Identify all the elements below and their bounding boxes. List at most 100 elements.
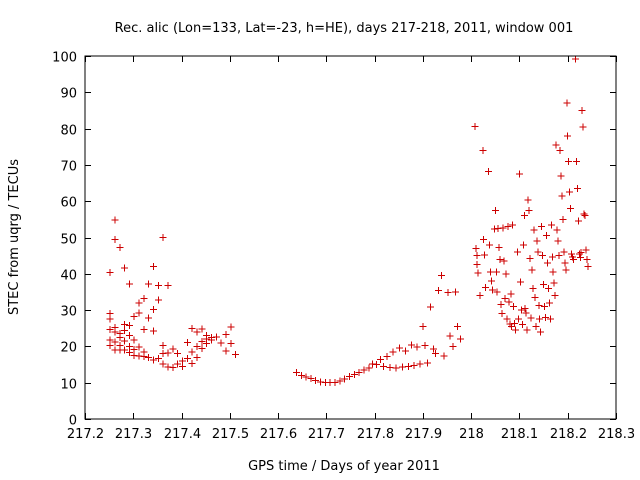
x-tick-label: 217.3 — [115, 427, 152, 442]
data-point — [545, 299, 553, 307]
data-point — [499, 224, 507, 232]
data-point — [480, 235, 488, 243]
data-point — [212, 333, 220, 341]
data-point — [542, 313, 550, 321]
data-point — [553, 226, 561, 234]
data-point — [125, 349, 133, 357]
data-point — [410, 362, 418, 370]
data-point — [487, 277, 495, 285]
y-tick-label: 70 — [60, 160, 77, 175]
data-point — [554, 237, 562, 245]
data-point — [396, 344, 404, 352]
data-point — [517, 306, 525, 314]
x-tick-label: 217.7 — [308, 427, 345, 442]
data-point — [496, 255, 504, 263]
data-point — [570, 255, 578, 263]
data-point — [154, 281, 162, 289]
data-point — [140, 325, 148, 333]
data-point — [407, 341, 415, 349]
data-point — [559, 215, 567, 223]
data-point — [121, 337, 129, 345]
data-point — [145, 353, 153, 361]
data-point — [577, 249, 585, 257]
x-tick-label: 217.6 — [260, 427, 297, 442]
data-point — [307, 374, 315, 382]
data-point — [562, 266, 570, 274]
data-point — [518, 321, 526, 329]
data-point — [472, 244, 480, 252]
data-point — [574, 217, 582, 225]
data-point — [580, 210, 588, 218]
data-point — [135, 343, 143, 351]
y-tick-label: 60 — [60, 196, 77, 211]
data-point — [312, 377, 320, 385]
data-point — [179, 362, 187, 370]
data-point — [164, 349, 172, 357]
data-point — [222, 330, 230, 338]
data-point — [413, 343, 421, 351]
data-point — [159, 234, 167, 241]
data-point — [446, 332, 454, 340]
data-point — [561, 259, 569, 267]
data-point — [150, 263, 158, 271]
data-point — [341, 375, 349, 383]
data-point — [106, 315, 114, 323]
data-point — [493, 288, 501, 296]
data-point — [567, 204, 575, 212]
data-point — [556, 146, 564, 154]
data-point — [485, 167, 493, 175]
data-point — [495, 243, 503, 251]
data-point — [440, 352, 448, 360]
data-point — [297, 371, 305, 379]
data-point — [116, 244, 124, 252]
data-point — [292, 369, 300, 377]
data-point — [505, 298, 513, 306]
data-point — [533, 237, 541, 245]
data-point — [538, 223, 546, 231]
data-point — [548, 253, 556, 261]
data-point — [392, 364, 400, 372]
data-point — [526, 255, 534, 263]
data-point — [474, 269, 482, 277]
data-point — [524, 196, 532, 204]
data-point — [402, 347, 410, 355]
data-point — [507, 290, 515, 298]
y-tick-label: 0 — [69, 414, 77, 429]
data-point — [490, 225, 498, 233]
data-point — [576, 253, 584, 261]
data-point — [198, 338, 206, 346]
x-tick-label: 218 — [459, 427, 484, 442]
data-point — [575, 250, 583, 258]
data-point — [479, 146, 487, 154]
x-axis-label: GPS time / Days of year 2011 — [248, 459, 440, 474]
data-point — [528, 266, 536, 274]
data-point — [373, 361, 381, 369]
x-tick-label: 217.8 — [357, 427, 394, 442]
data-point — [532, 322, 540, 330]
data-point — [508, 322, 516, 330]
data-point — [379, 363, 387, 371]
data-point — [145, 280, 153, 288]
data-point — [430, 345, 438, 353]
data-point — [544, 284, 552, 292]
data-point — [434, 286, 442, 294]
y-tick-label: 10 — [60, 378, 77, 393]
data-point — [497, 301, 505, 309]
data-point — [140, 353, 148, 361]
data-point — [481, 251, 489, 259]
data-point — [473, 252, 481, 260]
data-point — [369, 360, 377, 368]
data-point — [106, 326, 114, 334]
data-point — [416, 360, 424, 368]
data-point — [549, 268, 557, 276]
data-point — [404, 362, 412, 370]
data-point — [568, 250, 576, 258]
data-point — [232, 350, 240, 358]
data-point — [486, 241, 494, 249]
data-point — [424, 359, 432, 367]
x-tick-label: 218.2 — [550, 427, 587, 442]
data-point — [583, 255, 591, 263]
data-point — [383, 353, 391, 361]
data-point — [542, 232, 550, 240]
data-point — [527, 314, 535, 322]
